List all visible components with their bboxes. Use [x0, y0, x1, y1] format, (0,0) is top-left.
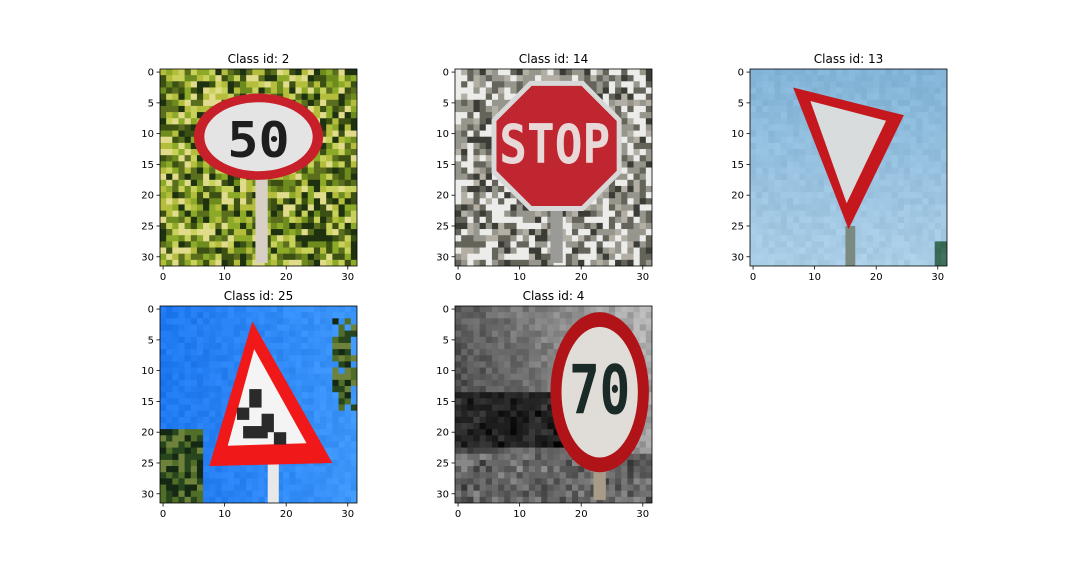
sign-image: 70 — [455, 306, 652, 503]
sign-image — [750, 69, 947, 266]
y-tick-label: 20 — [141, 191, 154, 202]
image-panel: Class id: 14 STOP 0 10 20 30 0 5 10 15 20 25 30 — [436, 52, 653, 283]
image-panel: Class id: 13 0 10 20 30 0 5 10 15 20 25 30 — [731, 52, 948, 283]
x-tick-label: 10 — [808, 272, 821, 283]
y-tick-label: 0 — [443, 305, 449, 316]
y-tick-label: 5 — [148, 98, 154, 109]
y-tick-label: 15 — [436, 397, 449, 408]
x-tick-label: 20 — [280, 509, 293, 520]
image-panel: Class id: 25 0 10 20 30 0 5 10 15 20 25 30 — [141, 289, 358, 520]
y-tick-label: 15 — [436, 160, 449, 171]
svg-text:50: 50 — [227, 111, 289, 169]
x-tick-label: 30 — [636, 509, 649, 520]
y-tick-label: 30 — [141, 489, 154, 500]
x-tick-label: 30 — [931, 272, 944, 283]
y-tick-label: 25 — [436, 221, 449, 232]
y-tick-label: 0 — [148, 68, 154, 79]
y-tick-label: 5 — [738, 98, 744, 109]
y-tick-label: 0 — [148, 305, 154, 316]
y-tick-label: 0 — [443, 68, 449, 79]
image-panel: Class id: 4 70 0 10 20 30 0 5 10 15 20 25 30 — [436, 289, 653, 520]
axes-frame — [159, 305, 358, 504]
panel-title: Class id: 13 — [814, 52, 883, 66]
y-tick-label: 10 — [141, 129, 154, 140]
axes-frame — [159, 68, 358, 267]
y-tick-label: 0 — [738, 68, 744, 79]
y-tick-label: 25 — [141, 458, 154, 469]
image-panel: Class id: 2 50 0 10 20 30 0 5 10 15 20 25 30 — [141, 52, 358, 283]
panel-title: Class id: 14 — [519, 52, 588, 66]
y-tick-label: 5 — [443, 98, 449, 109]
y-tick-label: 10 — [731, 129, 744, 140]
y-tick-label: 25 — [731, 221, 744, 232]
x-tick-label: 30 — [341, 509, 354, 520]
svg-text:STOP: STOP — [499, 113, 610, 177]
y-tick-label: 15 — [731, 160, 744, 171]
y-tick-label: 15 — [141, 160, 154, 171]
y-tick-label: 5 — [148, 335, 154, 346]
axes-frame — [454, 68, 653, 267]
y-tick-label: 20 — [436, 428, 449, 439]
panel-title: Class id: 2 — [228, 52, 290, 66]
y-tick-label: 20 — [436, 191, 449, 202]
axes-frame — [749, 68, 948, 267]
y-tick-label: 25 — [141, 221, 154, 232]
x-tick-label: 20 — [575, 272, 588, 283]
x-tick-label: 0 — [160, 272, 166, 283]
axes-frame — [454, 305, 653, 504]
x-tick-label: 0 — [750, 272, 756, 283]
y-tick-label: 10 — [436, 366, 449, 377]
y-tick-label: 30 — [141, 252, 154, 263]
y-tick-label: 30 — [436, 252, 449, 263]
sign-image: 50 — [160, 69, 357, 266]
y-tick-label: 30 — [731, 252, 744, 263]
y-tick-label: 15 — [141, 397, 154, 408]
x-tick-label: 0 — [455, 272, 461, 283]
y-tick-label: 25 — [436, 458, 449, 469]
x-tick-label: 30 — [341, 272, 354, 283]
x-tick-label: 20 — [870, 272, 883, 283]
x-tick-label: 10 — [218, 509, 231, 520]
y-tick-label: 5 — [443, 335, 449, 346]
y-tick-label: 30 — [436, 489, 449, 500]
x-tick-label: 10 — [513, 272, 526, 283]
panel-title: Class id: 25 — [224, 289, 293, 303]
x-tick-label: 0 — [160, 509, 166, 520]
sign-image — [160, 306, 357, 503]
y-tick-label: 20 — [141, 428, 154, 439]
sign-image: STOP — [455, 69, 652, 266]
x-tick-label: 10 — [513, 509, 526, 520]
panel-title: Class id: 4 — [523, 289, 585, 303]
x-tick-label: 20 — [280, 272, 293, 283]
x-tick-label: 20 — [575, 509, 588, 520]
x-tick-label: 30 — [636, 272, 649, 283]
y-tick-label: 20 — [731, 191, 744, 202]
x-tick-label: 10 — [218, 272, 231, 283]
y-tick-label: 10 — [141, 366, 154, 377]
x-tick-label: 0 — [455, 509, 461, 520]
y-tick-label: 10 — [436, 129, 449, 140]
